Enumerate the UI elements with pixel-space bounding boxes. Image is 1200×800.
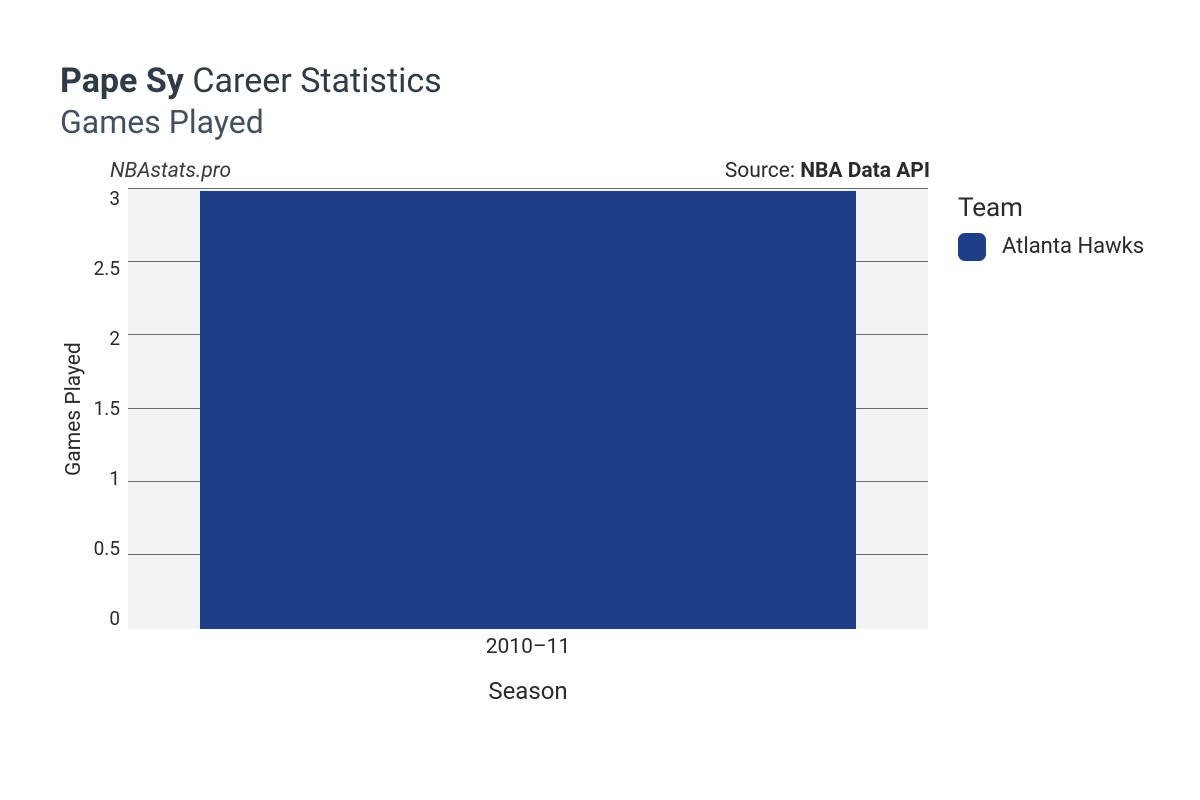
- chart-subheader: NBAstats.pro Source: NBA Data API: [60, 159, 930, 189]
- y-axis-ticks: 3 2.5 2 1.5 1 0.5 0: [86, 189, 128, 629]
- y-tick-label: 1.5: [94, 399, 120, 418]
- chart-title: Pape Sy Career Statistics: [60, 60, 1160, 103]
- y-tick-label: 1: [109, 469, 120, 488]
- bar: [200, 191, 856, 629]
- x-axis-ticks: 2010–11: [128, 629, 928, 659]
- x-axis-label: Season: [128, 677, 928, 705]
- source-label: Source: NBA Data API: [725, 159, 930, 183]
- chart-container: Pape Sy Career Statistics Games Played N…: [0, 0, 1200, 800]
- y-tick-label: 2: [109, 329, 120, 348]
- y-tick-label: 2.5: [94, 259, 120, 278]
- chart-row: NBAstats.pro Source: NBA Data API Games …: [60, 159, 1160, 705]
- legend-swatch: [958, 233, 986, 261]
- chart-subtitle: Games Played: [60, 103, 1160, 141]
- legend: Team Atlanta Hawks: [958, 159, 1144, 261]
- legend-items: Atlanta Hawks: [958, 233, 1144, 261]
- brand-label: NBAstats.pro: [110, 159, 231, 183]
- source-prefix: Source:: [725, 159, 800, 183]
- title-block: Pape Sy Career Statistics Games Played: [60, 60, 1160, 141]
- legend-item: Atlanta Hawks: [958, 233, 1144, 261]
- plot-zone: Games Played 3 2.5 2 1.5 1 0.5 0: [60, 189, 930, 629]
- source-name: NBA Data API: [800, 159, 930, 183]
- y-tick-label: 0.5: [94, 539, 120, 558]
- plot-area: [128, 189, 928, 629]
- y-tick-label: 0: [109, 609, 120, 628]
- y-axis-label: Games Played: [60, 189, 86, 629]
- gridline: [128, 188, 928, 189]
- legend-title: Team: [958, 193, 1144, 223]
- x-tick-label: 2010–11: [486, 635, 571, 659]
- title-suffix: Career Statistics: [192, 61, 441, 101]
- chart-wrap: NBAstats.pro Source: NBA Data API Games …: [60, 159, 930, 705]
- player-name: Pape Sy: [60, 61, 184, 101]
- legend-item-label: Atlanta Hawks: [1002, 234, 1144, 259]
- y-tick-label: 3: [109, 189, 120, 208]
